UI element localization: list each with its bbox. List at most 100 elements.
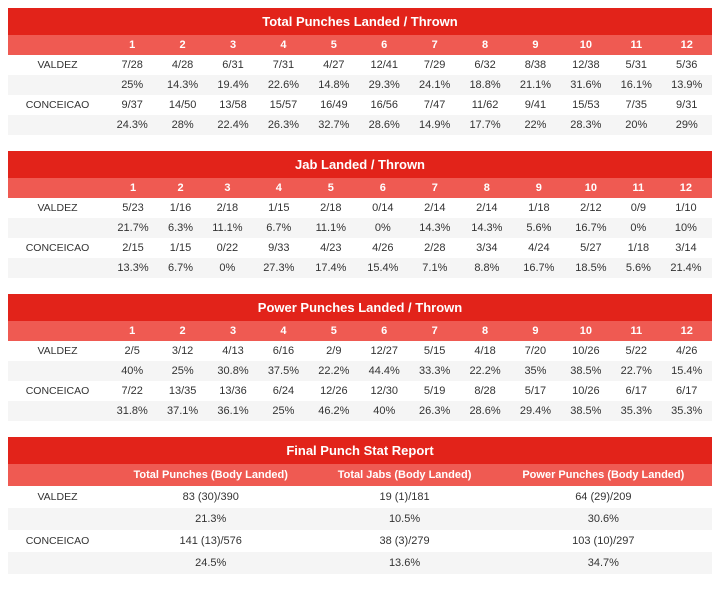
stat-cell: 22.2%	[460, 361, 510, 381]
stat-cell: 0%	[617, 218, 660, 238]
stat-cell: 1/15	[159, 238, 202, 258]
round-header: 9	[510, 35, 560, 55]
final-cell: 34.7%	[495, 552, 712, 574]
stat-cell: 4/28	[157, 55, 207, 75]
stat-cell: 6/32	[460, 55, 510, 75]
final-cell: 141 (13)/576	[107, 530, 314, 552]
fighter-label: VALDEZ	[8, 341, 107, 361]
stat-cell: 16.7%	[513, 258, 565, 278]
stat-cell: 10/26	[561, 381, 611, 401]
table-title: Power Punches Landed / Thrown	[8, 294, 712, 321]
stat-cell: 5/23	[107, 198, 159, 218]
stat-cell: 44.4%	[359, 361, 409, 381]
stat-cell: 11/62	[460, 95, 510, 115]
stat-cell: 0/9	[617, 198, 660, 218]
stat-cell: 21.1%	[510, 75, 560, 95]
stat-cell: 1/18	[617, 238, 660, 258]
fighter-label	[8, 508, 107, 530]
round-header: 7	[409, 178, 461, 198]
stat-cell: 13/36	[208, 381, 258, 401]
stat-cell: 9/37	[107, 95, 157, 115]
round-header: 4	[253, 178, 305, 198]
fighter-label: CONCEICAO	[8, 530, 107, 552]
stat-cell: 31.8%	[107, 401, 157, 421]
stat-cell: 14.9%	[409, 115, 459, 135]
final-cell: 103 (10)/297	[495, 530, 712, 552]
stat-cell: 22.4%	[208, 115, 258, 135]
final-cell: 21.3%	[107, 508, 314, 530]
stat-cell: 12/26	[309, 381, 359, 401]
fighter-label: VALDEZ	[8, 198, 107, 218]
stat-cell: 0/14	[357, 198, 409, 218]
round-header: 5	[309, 35, 359, 55]
stat-cell: 8/28	[460, 381, 510, 401]
stat-cell: 5.6%	[513, 218, 565, 238]
round-header: 2	[159, 178, 202, 198]
round-header: 1	[107, 321, 157, 341]
round-header: 8	[461, 178, 513, 198]
round-header: 8	[460, 321, 510, 341]
stat-cell: 7/20	[510, 341, 560, 361]
stat-cell: 5/17	[510, 381, 560, 401]
stat-cell: 37.1%	[157, 401, 207, 421]
fighter-label	[8, 552, 107, 574]
stat-cell: 19.4%	[208, 75, 258, 95]
stat-cell: 36.1%	[208, 401, 258, 421]
stat-cell: 7.1%	[409, 258, 461, 278]
final-cell: 30.6%	[495, 508, 712, 530]
stat-cell: 40%	[359, 401, 409, 421]
round-header: 3	[208, 35, 258, 55]
stat-cell: 3/12	[157, 341, 207, 361]
stat-cell: 25%	[107, 75, 157, 95]
stat-cell: 0%	[202, 258, 253, 278]
final-col-1: Total Jabs (Body Landed)	[314, 464, 494, 486]
fighter-label: CONCEICAO	[8, 238, 107, 258]
stat-cell: 11.1%	[202, 218, 253, 238]
stat-cell: 15/53	[561, 95, 611, 115]
stat-cell: 14/50	[157, 95, 207, 115]
stat-cell: 3/14	[660, 238, 712, 258]
stat-cell: 14.3%	[409, 218, 461, 238]
stat-cell: 15.4%	[357, 258, 409, 278]
stat-cell: 16/56	[359, 95, 409, 115]
round-header: 6	[357, 178, 409, 198]
final-cell: 24.5%	[107, 552, 314, 574]
stat-cell: 6.7%	[159, 258, 202, 278]
stat-cell: 5/36	[661, 55, 712, 75]
stat-cell: 7/22	[107, 381, 157, 401]
stat-cell: 29.4%	[510, 401, 560, 421]
stat-cell: 2/18	[305, 198, 357, 218]
stat-cell: 38.5%	[561, 401, 611, 421]
stat-cell: 24.1%	[409, 75, 459, 95]
stat-cell: 4/13	[208, 341, 258, 361]
round-header: 11	[617, 178, 660, 198]
stat-cell: 7/29	[409, 55, 459, 75]
stat-cell: 6/17	[661, 381, 712, 401]
stat-cell: 28.6%	[460, 401, 510, 421]
round-header: 7	[409, 321, 459, 341]
stat-cell: 15/57	[258, 95, 308, 115]
stat-cell: 4/27	[309, 55, 359, 75]
stat-cell: 22.2%	[309, 361, 359, 381]
stat-cell: 5.6%	[617, 258, 660, 278]
stat-cell: 26.3%	[409, 401, 459, 421]
final-cell: 38 (3)/279	[314, 530, 494, 552]
stat-cell: 33.3%	[409, 361, 459, 381]
stat-cell: 6/31	[208, 55, 258, 75]
stat-cell: 0/22	[202, 238, 253, 258]
round-header: 9	[513, 178, 565, 198]
fighter-label: VALDEZ	[8, 55, 107, 75]
stat-cell: 2/14	[461, 198, 513, 218]
round-header: 12	[661, 321, 712, 341]
stat-cell: 16/49	[309, 95, 359, 115]
stat-cell: 14.3%	[461, 218, 513, 238]
stat-cell: 12/27	[359, 341, 409, 361]
stat-cell: 35.3%	[611, 401, 661, 421]
stat-cell: 8.8%	[461, 258, 513, 278]
stat-cell: 1/15	[253, 198, 305, 218]
fighter-label	[8, 218, 107, 238]
stat-cell: 7/31	[258, 55, 308, 75]
blank-header	[8, 321, 107, 341]
round-header: 5	[305, 178, 357, 198]
round-header: 10	[565, 178, 617, 198]
